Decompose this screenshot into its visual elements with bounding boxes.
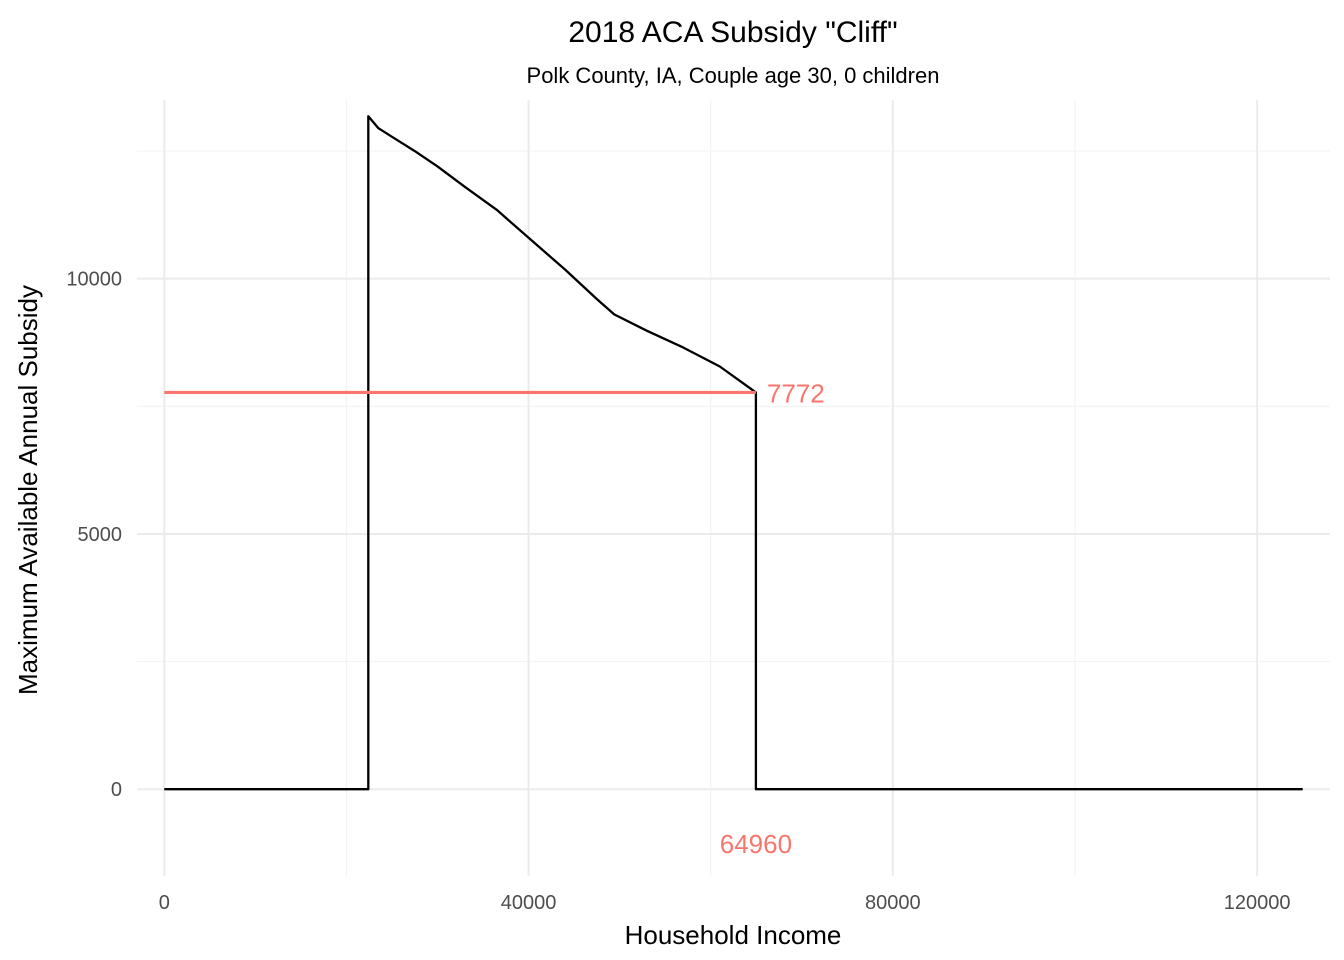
chart-title: 2018 ACA Subsidy "Cliff"	[568, 16, 897, 49]
annotation-value-label: 7772	[767, 378, 825, 408]
y-tick-label: 0	[111, 779, 122, 801]
y-axis-label: Maximum Available Annual Subsidy	[13, 285, 43, 695]
annotation-income-label: 64960	[720, 829, 792, 859]
x-tick-label: 0	[159, 892, 170, 914]
chart-subtitle: Polk County, IA, Couple age 30, 0 childr…	[527, 63, 940, 88]
x-axis-label: Household Income	[625, 920, 842, 950]
series-line	[164, 115, 1303, 791]
y-tick-label: 5000	[78, 524, 123, 546]
series-layer	[164, 115, 1303, 791]
grid	[137, 100, 1330, 876]
y-tick-label: 10000	[66, 269, 122, 291]
x-tick-label: 120000	[1224, 892, 1291, 914]
x-axis-ticks: 0 40000 80000 120000	[159, 892, 1291, 914]
x-tick-label: 80000	[865, 892, 921, 914]
y-axis-ticks: 0 5000 10000	[66, 269, 122, 802]
annotation-layer: 7772 64960	[720, 378, 825, 858]
x-tick-label: 40000	[501, 892, 557, 914]
